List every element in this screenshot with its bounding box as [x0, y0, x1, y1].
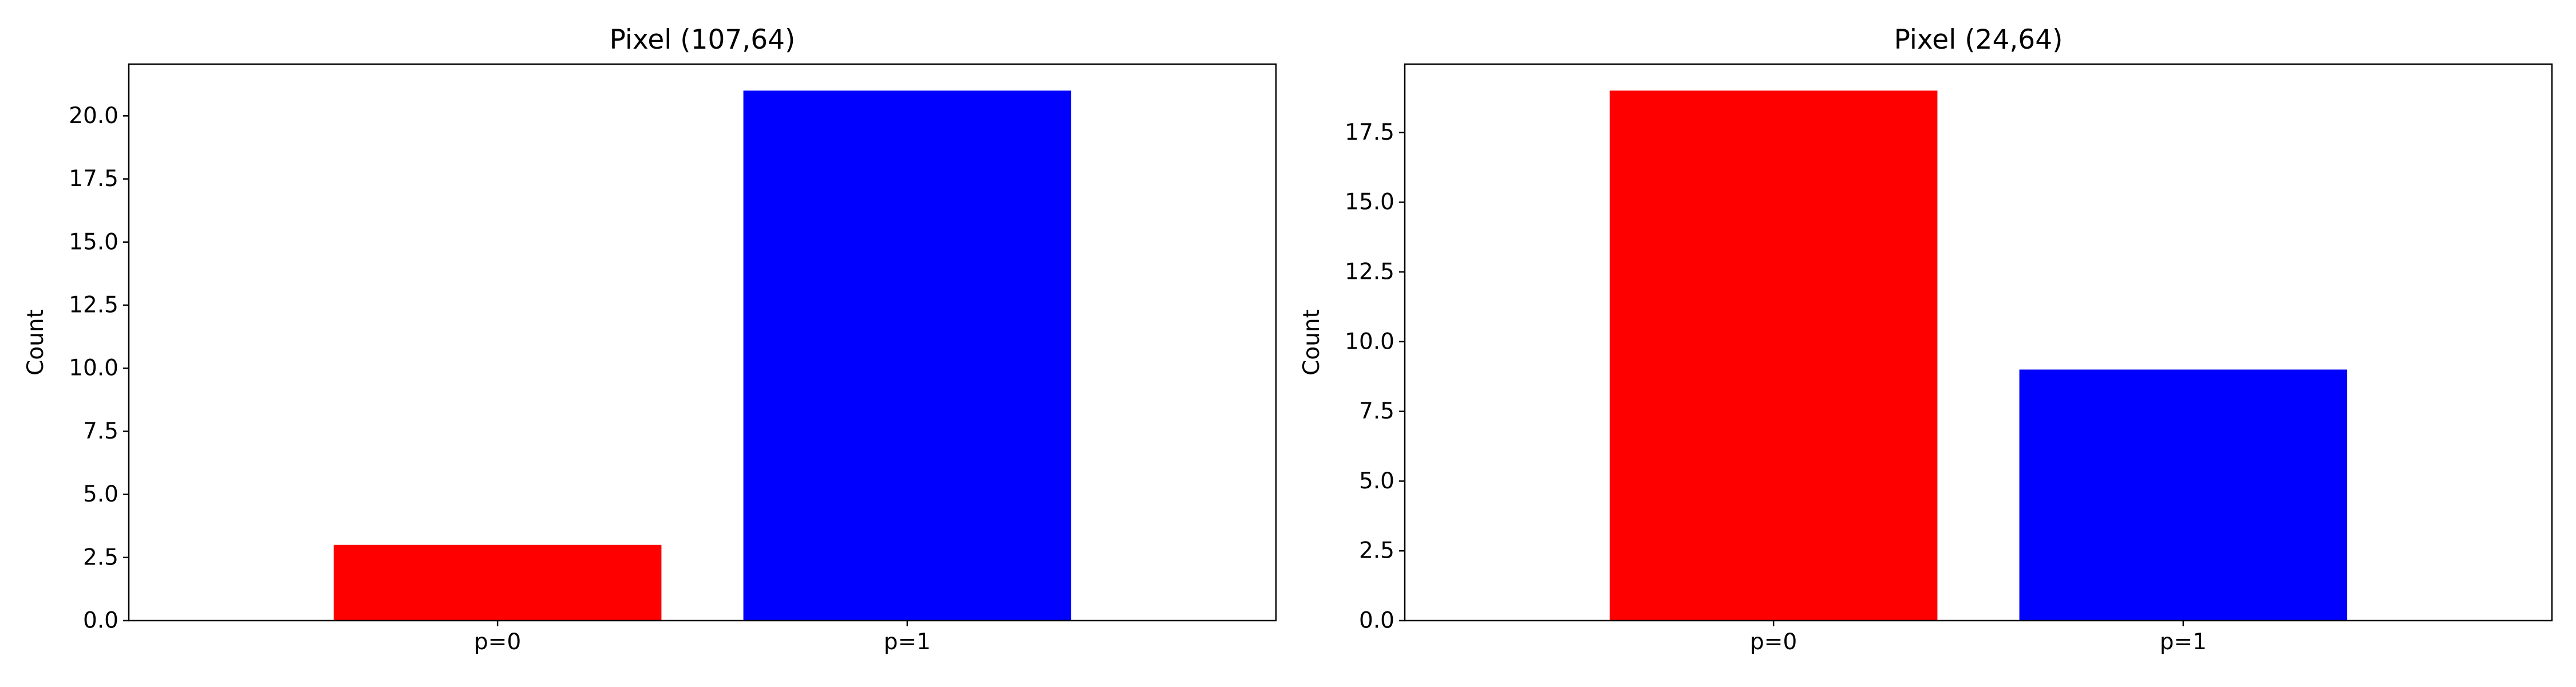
- x-tick-label: p=1: [884, 629, 931, 655]
- x-tick-label: p=0: [474, 629, 521, 655]
- y-tick-label: 5.0: [83, 481, 118, 507]
- plot-frame: [1404, 63, 2553, 622]
- y-axis-label: Count: [23, 309, 49, 376]
- y-tick-label: 7.5: [83, 418, 118, 444]
- y-tick-label: 17.5: [69, 166, 118, 192]
- bar-p0: [333, 544, 662, 621]
- plot-frame: [128, 63, 1277, 622]
- y-tick-label: 10.0: [1345, 329, 1394, 354]
- y-tick-label: 10.0: [69, 356, 118, 381]
- y-tick-label: 5.0: [1359, 468, 1394, 494]
- y-tick-label: 17.5: [1345, 120, 1394, 145]
- y-axis-label: Count: [1299, 309, 1325, 376]
- y-tick-label: 0.0: [1359, 608, 1394, 634]
- bar-p0: [1609, 90, 1938, 621]
- chart-title: Pixel (24,64): [1894, 24, 2063, 56]
- y-tick-label: 2.5: [83, 544, 118, 570]
- chart-panel-2: 0.0 2.5 5.0 7.5 10.0 12.5 15.0 17.5 p=0 p=1 Pixel …: [1299, 24, 2553, 655]
- y-tick-label: 0.0: [83, 608, 118, 634]
- y-tick-label: 20.0: [69, 103, 118, 129]
- y-tick-label: 2.5: [1359, 538, 1394, 564]
- chart-panel-1: 0.0 2.5 5.0 7.5 10.0 12.5 15.0 17.5 20.0 p=0 p=1 Pi…: [23, 24, 1277, 655]
- y-tick-label: 15.0: [1345, 189, 1394, 215]
- y-tick-label: 15.0: [69, 229, 118, 255]
- x-tick-label: p=0: [1750, 629, 1797, 655]
- x-tick-label: p=1: [2160, 629, 2207, 655]
- chart-title: Pixel (107,64): [610, 24, 796, 56]
- y-tick-label: 12.5: [69, 292, 118, 318]
- bar-p1: [743, 90, 1072, 621]
- bar-p1: [2019, 369, 2348, 621]
- y-tick-label: 12.5: [1345, 259, 1394, 285]
- y-tick-label: 7.5: [1359, 398, 1394, 424]
